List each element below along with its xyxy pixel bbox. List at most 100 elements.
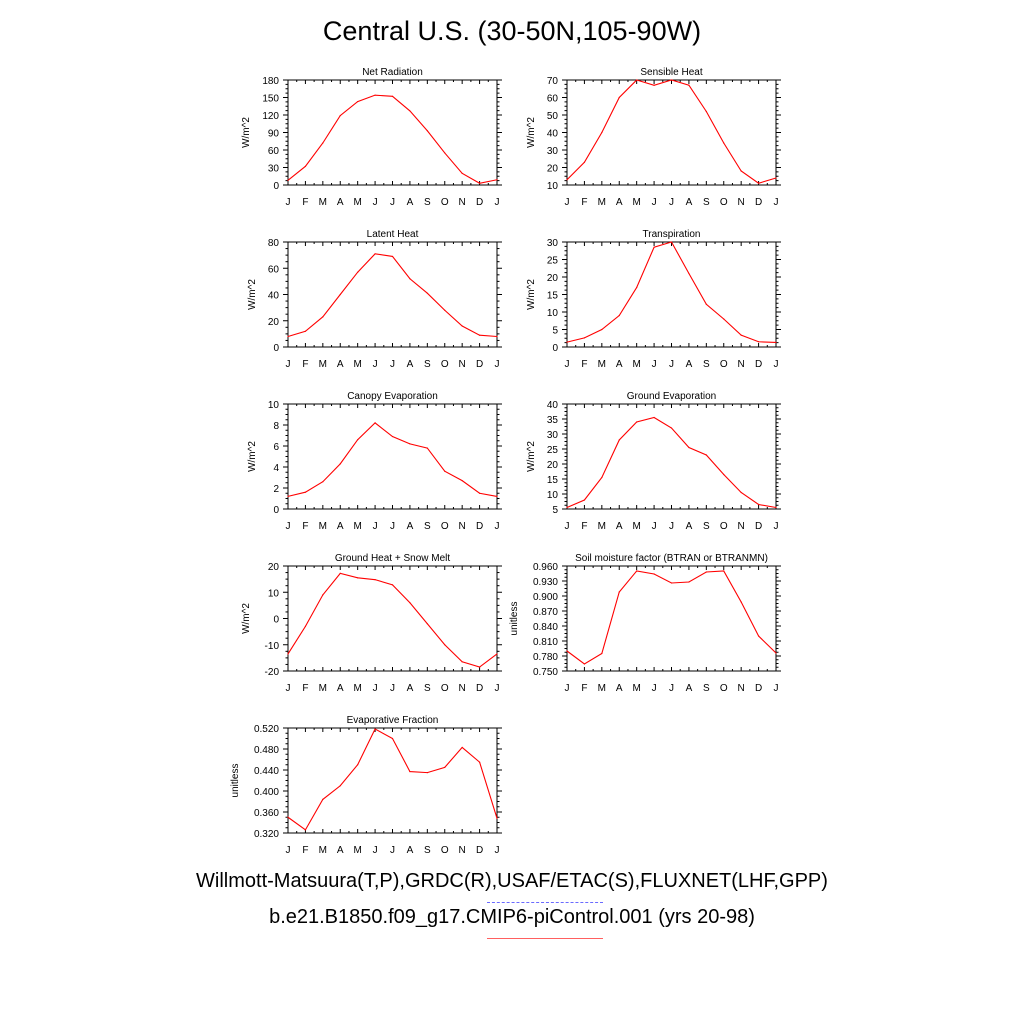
- data-point: [461, 172, 463, 174]
- data-point: [566, 341, 568, 343]
- data-point: [461, 661, 463, 663]
- x-tick-label: J: [774, 683, 779, 694]
- data-point: [583, 337, 586, 339]
- data-point: [705, 454, 707, 456]
- x-tick-label: J: [390, 521, 395, 532]
- data-point: [636, 286, 638, 289]
- y-tick-label: 20: [547, 164, 559, 175]
- x-tick-label: F: [581, 197, 587, 208]
- data-point: [478, 334, 481, 336]
- legend-model-swatch: [487, 938, 603, 939]
- series-line: [287, 422, 498, 497]
- x-tick-label: F: [581, 521, 587, 532]
- x-tick-label: M: [353, 521, 361, 532]
- x-tick-label: O: [441, 521, 449, 532]
- x-tick-label: S: [703, 521, 710, 532]
- x-tick-label: J: [652, 683, 657, 694]
- x-tick-label: J: [495, 359, 500, 370]
- x-tick-label: A: [616, 683, 623, 694]
- data-point: [601, 328, 603, 331]
- data-point: [304, 625, 307, 627]
- data-point: [391, 95, 394, 97]
- data-point: [757, 182, 760, 184]
- data-point: [357, 439, 359, 441]
- y-tick-label: 0.400: [254, 787, 279, 798]
- x-tick-label: J: [774, 521, 779, 532]
- y-tick-label: -10: [265, 641, 280, 652]
- x-tick-label: O: [720, 197, 728, 208]
- data-point: [391, 435, 394, 438]
- data-point: [775, 506, 777, 509]
- y-tick-label: 0.840: [533, 622, 558, 633]
- x-tick-label: J: [373, 521, 378, 532]
- y-tick-label: 0: [273, 505, 279, 516]
- data-point: [374, 728, 376, 730]
- y-tick-label: 20: [547, 273, 559, 284]
- y-axis-label: unitless: [509, 602, 520, 636]
- y-tick-label: 90: [268, 129, 280, 140]
- x-tick-label: J: [669, 197, 674, 208]
- legend-observations-swatch: [487, 902, 603, 903]
- data-point: [496, 495, 498, 497]
- x-tick-label: J: [390, 683, 395, 694]
- x-tick-label: N: [459, 845, 466, 856]
- x-tick-label: J: [495, 521, 500, 532]
- chart-title: Soil moisture factor (BTRAN or BTRANMN): [575, 553, 768, 564]
- y-tick-label: 15: [547, 291, 559, 302]
- x-tick-label: S: [424, 521, 431, 532]
- y-tick-label: 0.480: [254, 745, 279, 756]
- x-tick-label: J: [373, 683, 378, 694]
- x-tick-label: J: [565, 197, 570, 208]
- data-point: [409, 770, 411, 773]
- data-point: [287, 816, 289, 818]
- series-line: [287, 253, 498, 338]
- y-tick-label: 30: [547, 430, 559, 441]
- x-tick-label: A: [616, 359, 623, 370]
- x-tick-label: S: [703, 683, 710, 694]
- data-point: [653, 573, 655, 575]
- x-tick-label: F: [302, 197, 308, 208]
- x-tick-label: N: [738, 521, 745, 532]
- chart-title: Sensible Heat: [640, 67, 702, 78]
- y-tick-label: 0: [273, 343, 279, 354]
- y-tick-label: 40: [547, 400, 559, 411]
- data-point: [426, 130, 428, 132]
- y-axis-label: W/m^2: [247, 441, 258, 472]
- chart-title: Evaporative Fraction: [347, 715, 439, 726]
- data-point: [304, 165, 307, 167]
- y-tick-label: 10: [268, 588, 280, 599]
- data-point: [461, 325, 463, 327]
- y-tick-label: 20: [268, 562, 280, 573]
- legend-observations-label: Willmott-Matsuura(T,P),GRDC(R),USAF/ETAC…: [196, 870, 828, 892]
- data-point: [705, 303, 707, 305]
- data-point: [583, 663, 586, 665]
- data-point: [322, 316, 324, 318]
- data-point: [618, 591, 620, 593]
- plot-frame: [566, 79, 777, 186]
- x-tick-label: J: [286, 521, 291, 532]
- chart-title: Ground Heat + Snow Melt: [335, 553, 451, 564]
- x-tick-label: O: [720, 521, 728, 532]
- data-point: [775, 341, 777, 344]
- x-tick-label: O: [441, 197, 449, 208]
- y-tick-label: 5: [552, 326, 558, 337]
- data-point: [496, 817, 498, 819]
- data-point: [618, 96, 620, 99]
- x-tick-label: O: [441, 359, 449, 370]
- data-point: [688, 581, 690, 583]
- chart-title: Canopy Evaporation: [347, 391, 438, 402]
- x-tick-label: A: [337, 521, 344, 532]
- y-tick-label: 25: [547, 445, 559, 456]
- data-point: [409, 443, 411, 445]
- x-tick-label: D: [755, 197, 762, 208]
- x-tick-label: J: [390, 845, 395, 856]
- data-point: [566, 179, 568, 181]
- data-point: [444, 309, 446, 311]
- y-tick-label: 6: [273, 442, 279, 453]
- y-tick-label: 80: [268, 238, 280, 249]
- x-tick-label: D: [476, 197, 483, 208]
- y-tick-label: 0.750: [533, 667, 558, 678]
- data-point: [583, 499, 586, 501]
- y-axis-label: unitless: [230, 764, 241, 798]
